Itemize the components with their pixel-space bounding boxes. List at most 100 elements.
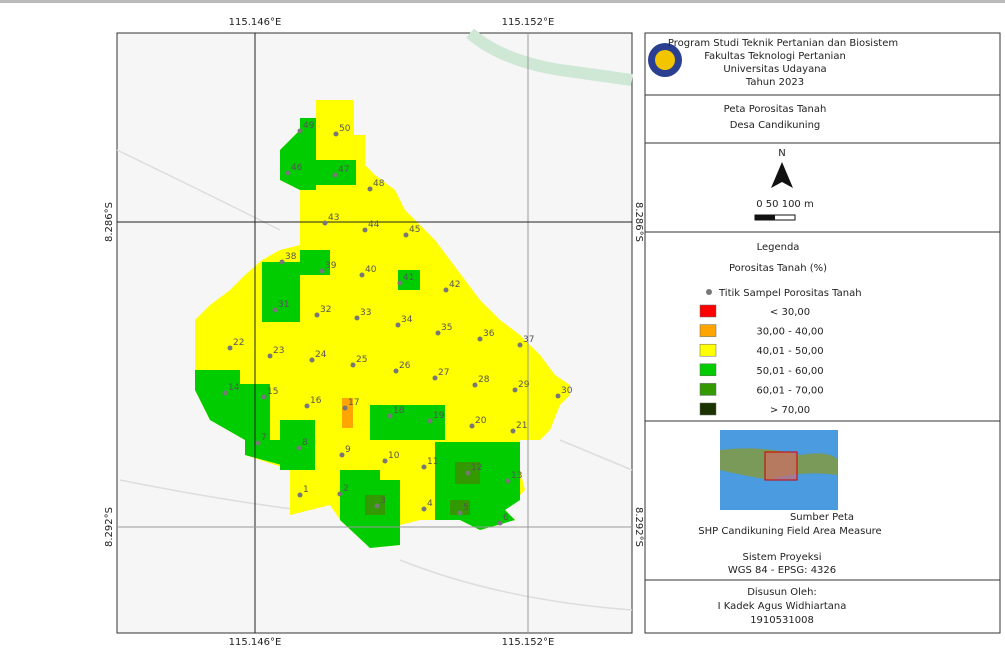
sample-point bbox=[505, 478, 511, 484]
sample-point bbox=[272, 307, 278, 313]
sample-point bbox=[477, 336, 483, 342]
sample-label: 40 bbox=[365, 265, 377, 275]
sample-point bbox=[427, 418, 433, 424]
sample-point bbox=[319, 268, 325, 274]
map-title: Desa Candikuning bbox=[730, 120, 821, 131]
sample-label: 36 bbox=[483, 329, 495, 339]
north-arrow bbox=[771, 162, 793, 188]
sample-label: 31 bbox=[278, 300, 289, 310]
sample-point bbox=[339, 452, 345, 458]
sample-label: 5 bbox=[463, 503, 469, 513]
logo bbox=[648, 43, 682, 77]
sample-point bbox=[510, 428, 516, 434]
legend-swatch bbox=[699, 402, 717, 416]
sample-point bbox=[354, 315, 360, 321]
sample-label: 50 bbox=[339, 124, 351, 134]
sample-point bbox=[395, 322, 401, 328]
legend-label: < 30,00 bbox=[770, 307, 810, 318]
author-title: Disusun Oleh: bbox=[747, 587, 817, 598]
sample-point bbox=[432, 375, 438, 381]
sample-point bbox=[322, 220, 328, 226]
sample-label: 39 bbox=[325, 261, 337, 271]
sample-label: 43 bbox=[328, 213, 339, 223]
sample-label: 16 bbox=[310, 396, 322, 406]
sample-label: 3 bbox=[380, 496, 386, 506]
sample-label: 29 bbox=[518, 380, 530, 390]
sample-point bbox=[472, 382, 478, 388]
sample-label: 11 bbox=[427, 457, 438, 467]
sample-point bbox=[421, 506, 427, 512]
sample-point bbox=[359, 272, 365, 278]
top-bar bbox=[0, 0, 1005, 3]
sample-point bbox=[517, 342, 523, 348]
sample-label: 20 bbox=[475, 416, 487, 426]
sample-point bbox=[227, 345, 233, 351]
sample-label: 21 bbox=[516, 421, 527, 431]
source-text: SHP Candikuning Field Area Measure bbox=[698, 526, 881, 537]
basemap bbox=[116, 28, 633, 611]
sample-point bbox=[297, 128, 303, 134]
sample-point bbox=[304, 403, 310, 409]
sample-point bbox=[337, 491, 343, 497]
legend-label: 30,00 - 40,00 bbox=[756, 327, 823, 338]
sample-label: 47 bbox=[338, 165, 349, 175]
sample-label: 10 bbox=[388, 451, 400, 461]
sample-label: 19 bbox=[433, 411, 445, 421]
sample-point bbox=[382, 458, 388, 464]
inset-map bbox=[720, 430, 838, 510]
sample-label: 33 bbox=[360, 308, 371, 318]
lon-label: 115.146°E bbox=[229, 17, 282, 28]
sample-label: 38 bbox=[285, 252, 297, 262]
coordinate-labels: 115.146°E 115.152°E 115.146°E 115.152°E … bbox=[104, 17, 644, 648]
sample-point bbox=[296, 445, 302, 451]
sample-label: 18 bbox=[393, 406, 405, 416]
sample-label: 28 bbox=[478, 375, 490, 385]
legend-swatch bbox=[699, 324, 717, 337]
lon-label: 115.152°E bbox=[502, 637, 555, 648]
north-label: N bbox=[778, 148, 785, 159]
institution-line: Universitas Udayana bbox=[723, 64, 826, 75]
sample-label: 32 bbox=[320, 305, 331, 315]
map-title: Peta Porositas Tanah bbox=[724, 104, 827, 115]
sample-point bbox=[333, 131, 339, 137]
sample-label: 2 bbox=[343, 484, 349, 494]
scale-label: 0 50 100 m bbox=[756, 199, 813, 210]
sample-point bbox=[314, 312, 320, 318]
sample-label: 25 bbox=[356, 355, 367, 365]
author-name: I Kadek Agus Widhiartana bbox=[718, 601, 847, 612]
sample-label: 35 bbox=[441, 323, 452, 333]
sample-label: 7 bbox=[261, 433, 267, 443]
institution-line: Program Studi Teknik Pertanian dan Biosi… bbox=[668, 38, 898, 49]
lon-label: 115.152°E bbox=[502, 17, 555, 28]
source-title: Sumber Peta bbox=[790, 512, 854, 523]
sample-point bbox=[362, 227, 368, 233]
legend: Titik Sampel Porositas Tanah < 30,00 30,00… bbox=[699, 288, 862, 416]
legend-swatch bbox=[699, 343, 717, 357]
lat-label: 8.292°S bbox=[104, 507, 115, 547]
sample-label: 4 bbox=[427, 499, 433, 509]
sample-label: 37 bbox=[523, 335, 534, 345]
sample-point bbox=[465, 470, 471, 476]
legend-label: 40,01 - 50,00 bbox=[756, 346, 823, 357]
sample-label: 14 bbox=[228, 383, 240, 393]
sample-label: 48 bbox=[373, 179, 385, 189]
sample-point bbox=[421, 464, 427, 470]
institution-line: Fakultas Teknologi Pertanian bbox=[704, 51, 846, 62]
sample-point bbox=[403, 232, 409, 238]
graticule bbox=[117, 33, 632, 633]
sample-point bbox=[279, 259, 285, 265]
legend-swatch bbox=[699, 383, 717, 396]
legend-label: 50,01 - 60,00 bbox=[756, 366, 823, 377]
sample-point bbox=[309, 357, 315, 363]
sample-label: 1 bbox=[303, 485, 309, 495]
sample-label: 46 bbox=[291, 163, 303, 173]
scale-bar bbox=[754, 214, 796, 221]
legend-label: > 70,00 bbox=[770, 405, 810, 416]
sample-label: 12 bbox=[471, 463, 482, 473]
sample-label: 23 bbox=[273, 346, 284, 356]
sample-point bbox=[367, 186, 373, 192]
sample-point bbox=[555, 393, 561, 399]
sample-point bbox=[285, 170, 291, 176]
side-panel bbox=[644, 32, 1001, 634]
institution-line: Tahun 2023 bbox=[745, 77, 804, 88]
